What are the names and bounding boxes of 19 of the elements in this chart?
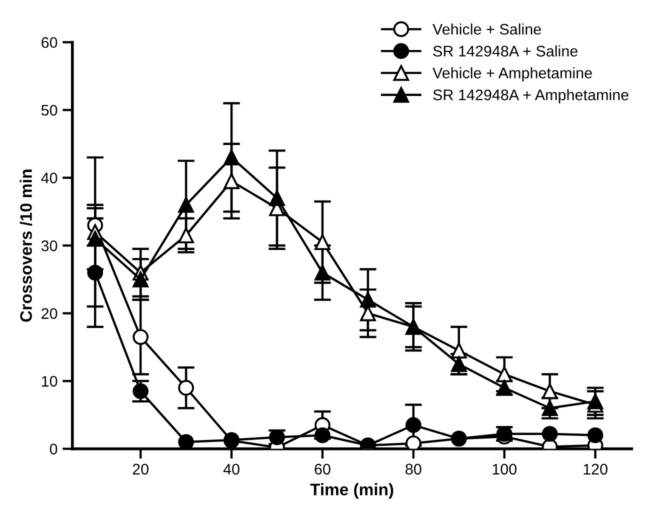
legend-label: SR 142948A + Amphetamine bbox=[433, 89, 628, 104]
y-axis-title: Crossovers /10 min bbox=[20, 170, 32, 322]
x-tick-label: 120 bbox=[584, 464, 608, 475]
y-tick-label: 10 bbox=[42, 376, 58, 387]
x-tick-label: 40 bbox=[223, 464, 240, 475]
y-tick-label: 40 bbox=[41, 172, 58, 184]
x-axis-title: Time (min) bbox=[310, 483, 394, 499]
y-tick-label: 60 bbox=[42, 37, 58, 48]
y-tick-label: 50 bbox=[41, 104, 58, 116]
legend-label: Vehicle + Saline bbox=[432, 23, 541, 35]
y-tick-label: 0 bbox=[50, 444, 58, 454]
y-tick-label: 20 bbox=[42, 308, 58, 319]
x-tick-label: 60 bbox=[314, 464, 330, 475]
y-tick-label: 30 bbox=[41, 240, 58, 252]
x-tick-label: 20 bbox=[132, 464, 148, 475]
legend-label: Vehicle + Amphetamine bbox=[432, 67, 592, 82]
x-tick-label: 80 bbox=[406, 464, 422, 475]
x-tick-label: 100 bbox=[492, 464, 517, 475]
legend-label: SR 142948A + Saline bbox=[433, 45, 578, 57]
